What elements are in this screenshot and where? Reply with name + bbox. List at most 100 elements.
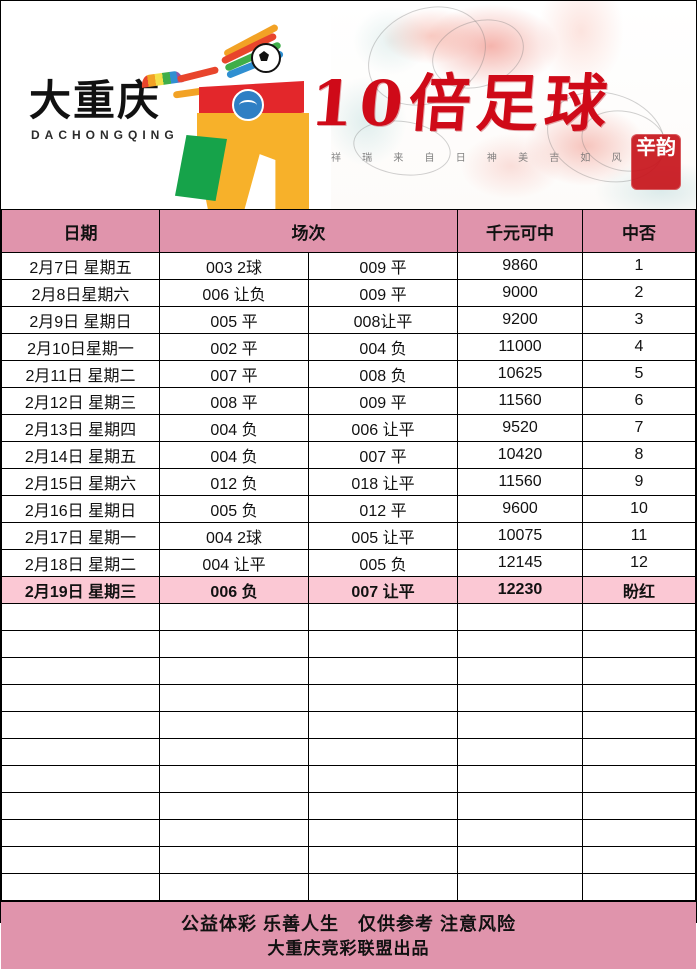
cell-hit: 12 — [582, 549, 696, 577]
cell-match-2: 012 平 — [308, 495, 458, 523]
table-row: 2月15日 星期六 012 负 018 让平 11560 9 — [1, 468, 696, 496]
cell-empty — [159, 738, 309, 766]
cell-match-1: 004 让平 — [159, 549, 309, 577]
table-row: 2月13日 星期四 004 负 006 让平 9520 7 — [1, 414, 696, 442]
cell-empty — [457, 738, 583, 766]
cell-amount: 12230 — [457, 576, 583, 604]
cell-empty — [308, 603, 458, 631]
cell-amount: 9600 — [457, 495, 583, 523]
cell-amount: 12145 — [457, 549, 583, 577]
cell-empty — [159, 684, 309, 712]
cell-match-1: 005 负 — [159, 495, 309, 523]
cell-empty — [159, 819, 309, 847]
cell-empty — [1, 603, 160, 631]
banner-subtitle: 祥 瑞 来 自 日 神 美 吉 如 风 — [331, 153, 631, 164]
table-row: 2月9日 星期日 005 平 008让平 9200 3 — [1, 306, 696, 334]
cell-match-1: 004 2球 — [159, 522, 309, 550]
cell-amount: 9000 — [457, 279, 583, 307]
cell-empty — [308, 792, 458, 820]
cell-empty — [582, 738, 696, 766]
cell-empty — [457, 792, 583, 820]
cell-date: 2月13日 星期四 — [1, 414, 160, 442]
cell-hit: 6 — [582, 387, 696, 415]
cell-match-2: 005 负 — [308, 549, 458, 577]
cell-empty — [457, 765, 583, 793]
brand-logo: 大重庆 DACHONGQING — [29, 70, 184, 142]
table-row: 2月7日 星期五 003 2球 009 平 9860 1 — [1, 252, 696, 280]
cell-match-2: 006 让平 — [308, 414, 458, 442]
cell-date: 2月14日 星期五 — [1, 441, 160, 469]
cell-empty — [457, 846, 583, 874]
ribbon-stripe-icon — [176, 66, 220, 83]
cell-empty — [582, 603, 696, 631]
cell-empty — [1, 738, 160, 766]
cell-empty — [1, 657, 160, 685]
cell-match-2: 004 负 — [308, 333, 458, 361]
cell-date: 2月16日 星期日 — [1, 495, 160, 523]
red-seal-stamp: 辛韵 — [631, 134, 681, 190]
cell-empty — [159, 846, 309, 874]
cell-empty — [582, 792, 696, 820]
cell-empty — [159, 873, 309, 901]
sports-lottery-mascot-icon — [169, 23, 309, 209]
cell-match-2: 007 让平 — [308, 576, 458, 604]
cell-match-2: 008让平 — [308, 306, 458, 334]
cell-date: 2月11日 星期二 — [1, 360, 160, 388]
cell-hit: 11 — [582, 522, 696, 550]
cell-hit: 2 — [582, 279, 696, 307]
cell-match-2: 018 让平 — [308, 468, 458, 496]
cell-empty — [1, 846, 160, 874]
cell-match-2: 009 平 — [308, 279, 458, 307]
cell-empty — [159, 792, 309, 820]
cell-hit: 4 — [582, 333, 696, 361]
table-row: 2月16日 星期日 005 负 012 平 9600 10 — [1, 495, 696, 523]
lottery-badge-icon — [232, 89, 264, 121]
cell-date: 2月8日星期六 — [1, 279, 160, 307]
cell-empty — [308, 819, 458, 847]
cell-empty — [582, 630, 696, 658]
cell-empty — [159, 657, 309, 685]
cell-empty — [582, 873, 696, 901]
column-header-hit: 中否 — [582, 209, 696, 253]
cell-empty — [457, 819, 583, 847]
cell-hit: 1 — [582, 252, 696, 280]
cell-empty — [1, 765, 160, 793]
banner-title: 10倍足球 — [307, 67, 616, 140]
cell-amount: 9860 — [457, 252, 583, 280]
cell-empty — [1, 873, 160, 901]
cell-empty — [457, 603, 583, 631]
column-header-matches: 场次 — [159, 209, 458, 253]
cell-date: 2月18日 星期二 — [1, 549, 160, 577]
cell-empty — [582, 846, 696, 874]
cell-amount: 11560 — [457, 387, 583, 415]
cell-amount: 10075 — [457, 522, 583, 550]
table-row-empty — [1, 792, 696, 820]
cell-empty — [308, 657, 458, 685]
cell-empty — [159, 630, 309, 658]
cell-amount: 11560 — [457, 468, 583, 496]
cell-hit: 10 — [582, 495, 696, 523]
cell-date: 2月17日 星期一 — [1, 522, 160, 550]
cell-empty — [457, 684, 583, 712]
cell-empty — [457, 657, 583, 685]
cell-match-1: 004 负 — [159, 441, 309, 469]
soccer-ball-icon — [251, 43, 281, 73]
cell-empty — [308, 630, 458, 658]
cell-empty — [1, 711, 160, 739]
table-row-empty — [1, 765, 696, 793]
brand-name-en: DACHONGQING — [31, 128, 179, 142]
page-root: 大重庆 DACHONGQING 10倍足球 祥 瑞 来 自 日 神 美 吉 如 … — [0, 0, 697, 923]
cell-empty — [308, 738, 458, 766]
cell-empty — [308, 846, 458, 874]
cell-empty — [308, 684, 458, 712]
cell-empty — [308, 711, 458, 739]
table-row-empty — [1, 657, 696, 685]
cell-amount: 10625 — [457, 360, 583, 388]
cell-amount: 11000 — [457, 333, 583, 361]
cell-hit: 盼红 — [582, 576, 696, 604]
header-row: 日期 场次 千元可中 中否 — [1, 209, 696, 253]
footer-banner: 公益体彩 乐善人生 仅供参考 注意风险 大重庆竞彩联盟出品 — [1, 901, 696, 969]
cell-match-2: 009 平 — [308, 252, 458, 280]
cell-date: 2月19日 星期三 — [1, 576, 160, 604]
cell-empty — [1, 630, 160, 658]
